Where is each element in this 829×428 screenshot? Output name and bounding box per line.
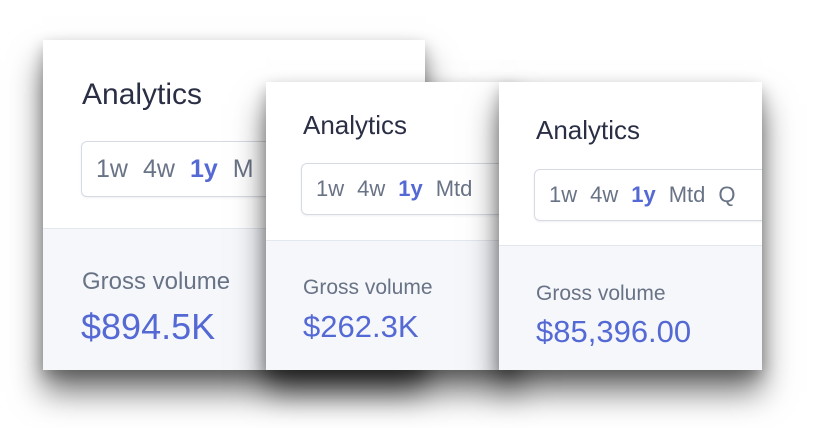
range-option-1w[interactable]: 1w	[316, 176, 345, 201]
range-option-4w[interactable]: 4w	[590, 182, 619, 207]
range-option-mtd[interactable]: Mtd	[435, 176, 473, 201]
range-option-mtd[interactable]: Mtd	[668, 182, 706, 207]
gross-volume-value: $262.3K	[303, 309, 419, 344]
card-title: Analytics	[536, 115, 641, 145]
range-option-1y[interactable]: 1y	[631, 182, 656, 207]
range-option-q[interactable]: Q	[718, 182, 736, 207]
gross-volume-label: Gross volume	[536, 282, 666, 305]
range-option-1y[interactable]: 1y	[398, 176, 423, 201]
range-option-4w[interactable]: 4w	[357, 176, 386, 201]
gross-volume-label: Gross volume	[303, 276, 433, 299]
analytics-card-3: Analytics 1w 4w 1y Mtd Q Gross volume $8…	[499, 82, 762, 370]
range-option-4w[interactable]: 4w	[142, 154, 175, 183]
gross-volume-value: $894.5K	[81, 306, 216, 347]
card-title: Analytics	[303, 110, 408, 140]
gross-volume-panel	[499, 245, 762, 370]
range-option-mtd[interactable]: M	[232, 154, 254, 183]
analytics-card-header: Analytics 1w 4w 1y Mtd	[266, 82, 518, 240]
card-title: Analytics	[82, 78, 203, 111]
range-option-1y[interactable]: 1y	[189, 154, 218, 183]
gross-volume-label: Gross volume	[82, 268, 231, 295]
range-option-1w[interactable]: 1w	[96, 154, 128, 183]
analytics-card-2: Analytics 1w 4w 1y Mtd Gross volume $262…	[266, 82, 518, 370]
date-range-selector: 1w 4w 1y Mtd Q	[534, 169, 762, 221]
range-option-1w[interactable]: 1w	[549, 182, 578, 207]
analytics-card-header: Analytics 1w 4w 1y Mtd Q	[499, 82, 762, 245]
date-range-selector: 1w 4w 1y Mtd	[301, 163, 518, 215]
gross-volume-value: $85,396.00	[536, 314, 692, 349]
gross-volume-panel	[266, 240, 518, 370]
